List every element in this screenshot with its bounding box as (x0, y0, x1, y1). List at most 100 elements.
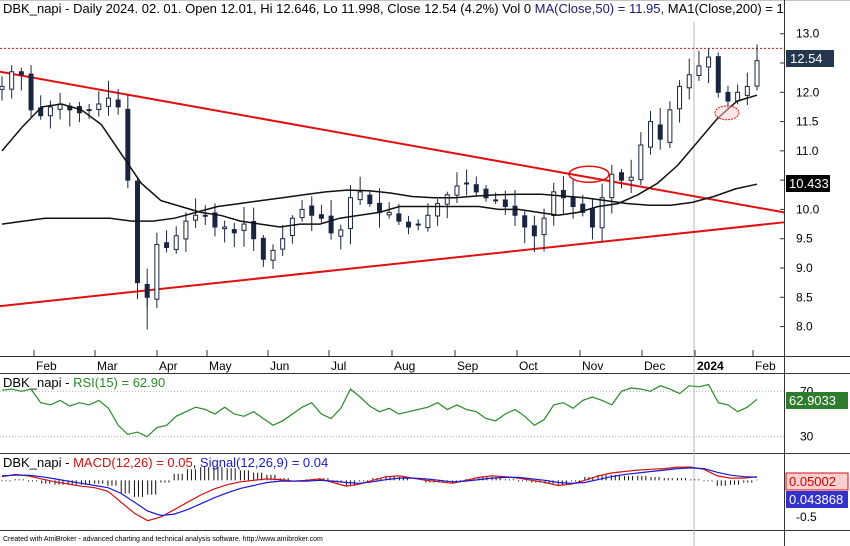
candle-body (338, 229, 344, 237)
candle-body (696, 65, 702, 76)
macd-grid: -0.5 (796, 510, 817, 524)
candle-body (86, 109, 92, 112)
candle-body (202, 214, 208, 217)
candle-body (289, 217, 295, 237)
candle-body (135, 180, 141, 284)
ma50-line (1, 94, 758, 228)
candle-body (193, 214, 199, 221)
candle-body (299, 208, 305, 219)
x-tick-label: Jun (270, 359, 289, 373)
candle-body (280, 238, 286, 250)
candle-body (599, 197, 605, 229)
x-tick-label: Jul (331, 359, 346, 373)
rsi-label: RSI(15) = 62.90 (73, 375, 165, 390)
candle-body (9, 71, 15, 90)
candle-body (522, 215, 528, 228)
candle-body (454, 185, 460, 196)
candle-body (483, 188, 489, 199)
x-tick-label: Apr (159, 359, 178, 373)
candle-body (560, 189, 566, 199)
rsi-tick-label: 30 (800, 430, 814, 444)
candle-body (618, 172, 624, 181)
candle-body (686, 74, 692, 89)
x-tick-label: May (209, 359, 232, 373)
ma-touch-highlight-ellipse (714, 105, 740, 121)
candle-body (744, 85, 750, 96)
candle-body (96, 103, 102, 111)
candle-body (570, 196, 576, 207)
candle-body (183, 220, 189, 240)
macd-last-value: 0.05002 (789, 474, 836, 489)
candle-body (502, 199, 508, 207)
candle-body (609, 173, 615, 199)
candle-body (251, 221, 257, 240)
y-tick-label: 11.0 (796, 144, 819, 158)
candle-body (260, 237, 266, 260)
candle-body (735, 91, 741, 102)
macd-header: DBK_napi - MACD(12,26) = 0.05, Signal(12… (3, 455, 328, 470)
candle-body (512, 205, 518, 216)
candle-body (425, 214, 431, 229)
header-ma200: MA1(Close,200) = 1 (668, 1, 784, 16)
candle-body (541, 217, 547, 236)
candle-body (367, 194, 373, 205)
candle-body (706, 56, 712, 68)
candle-body (435, 203, 441, 217)
rsi-header: DBK_napi - RSI(15) = 62.90 (3, 375, 165, 390)
candle-body (125, 108, 131, 181)
candle-body (154, 244, 160, 300)
header-ma50: MA(Close,50) = 11.95, (535, 1, 668, 16)
candle-body (212, 212, 218, 228)
macd-prefix: DBK_napi - (3, 455, 73, 470)
candle-body (531, 225, 537, 237)
candle-body (173, 235, 179, 250)
macd-histogram (1, 467, 758, 497)
rsi-prefix: DBK_napi - (3, 375, 73, 390)
candle-body (464, 182, 470, 185)
candle-body (318, 214, 324, 219)
candle-body (231, 229, 237, 234)
header-info: DBK_napi - Daily 2024. 02. 01. Open 12.0… (3, 1, 535, 16)
y-tick-label: 8.5 (796, 290, 813, 304)
breakout-highlight-ellipse (568, 165, 610, 184)
candle-body (18, 71, 24, 76)
last-price-value: 12.54 (790, 51, 823, 66)
candle-body (357, 191, 363, 201)
y-tick-label: 9.0 (796, 261, 813, 275)
candle-body (396, 213, 402, 222)
candle-body (638, 144, 644, 181)
y-tick-label: 12.0 (796, 85, 820, 99)
macd-badge: 0.05002 (785, 472, 849, 491)
ma200-badge: 10.433 (786, 175, 830, 192)
candle-body (725, 91, 731, 102)
candle-body (164, 242, 170, 249)
candle-body (415, 223, 421, 226)
x-axis-ticks: Feb Mar Apr May Jun Jul Aug Sep Oct Nov Dec 2024 Feb (33, 350, 776, 373)
x-tick-label: Sep (457, 359, 479, 373)
candle-body (222, 226, 228, 230)
candle-body (0, 85, 5, 90)
candle-body (444, 194, 450, 205)
descending-trendline (0, 70, 785, 214)
candle-body (580, 203, 586, 213)
candle-body (473, 184, 479, 193)
macd-label: MACD(12,26) = 0.05 (73, 455, 193, 470)
y-tick-label: 10.0 (796, 202, 820, 216)
macd-separator: , (193, 455, 200, 470)
candle-body (551, 191, 557, 217)
y-tick-label: 11.5 (796, 115, 819, 129)
candle-body (28, 73, 34, 111)
candle-body (628, 176, 634, 181)
candle-body (589, 208, 595, 228)
candle-body (105, 97, 111, 107)
macd-line (1, 466, 758, 522)
footer-credit: Created with AmiBroker - advanced charti… (3, 536, 323, 543)
candle-body (406, 221, 412, 228)
x-tick-label: Nov (582, 359, 603, 373)
candle-body (347, 197, 353, 230)
rsi-line (1, 383, 758, 438)
macd-tick-label: -0.5 (796, 510, 817, 524)
